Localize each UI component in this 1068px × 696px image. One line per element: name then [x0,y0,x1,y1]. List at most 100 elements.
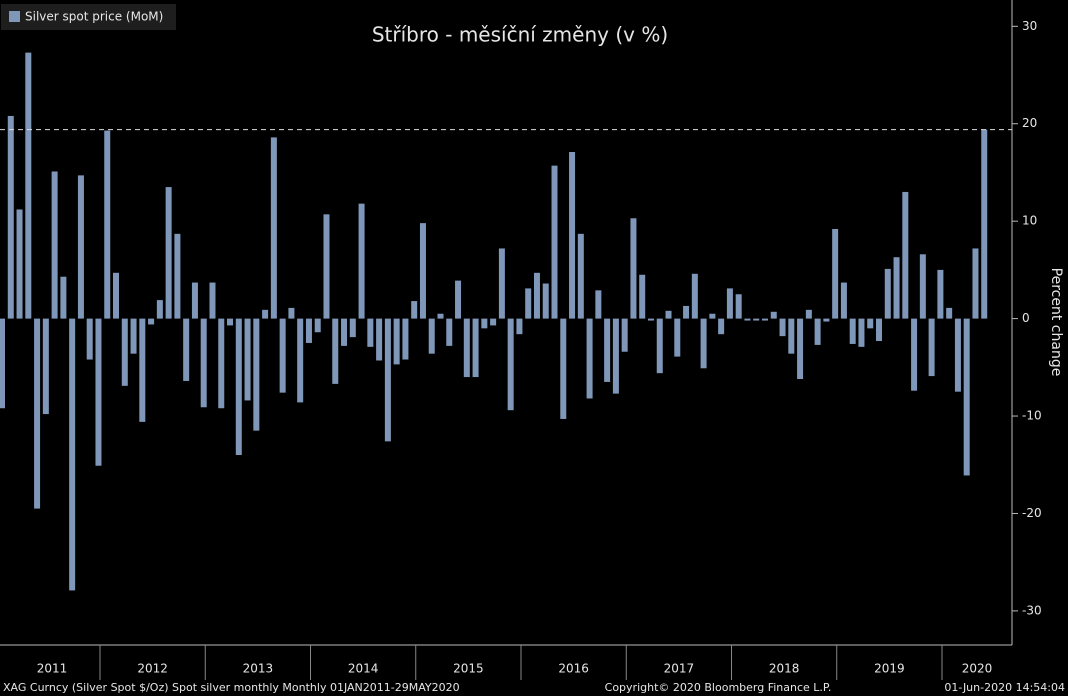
bar [235,318,242,456]
bar [683,305,690,319]
bar [893,257,900,319]
bar [463,318,470,378]
y-tick-label: 20 [1022,116,1037,130]
bar [674,318,681,357]
bar [411,301,418,319]
bar [376,318,383,361]
bar [937,269,944,319]
bar [498,248,505,319]
bar [139,318,146,422]
y-axis-label: Percent change [1048,268,1064,377]
bar [533,272,540,319]
bar [525,288,532,319]
bar [744,318,751,321]
bar [314,318,321,333]
x-tick-label: 2013 [243,662,274,676]
bar [551,165,558,319]
bar [16,209,23,319]
bar [455,280,462,319]
bar [428,318,435,354]
bar [121,318,128,386]
bar [472,318,479,378]
bar [595,290,602,319]
bar [393,318,400,365]
bar [840,282,847,319]
bar [805,309,812,319]
bar [709,313,716,319]
x-tick-label: 2014 [348,662,379,676]
bar [104,130,111,319]
bar [542,283,549,319]
bar [69,318,76,591]
footer-center: Copyright© 2020 Bloomberg Finance L.P. [605,681,832,694]
bar [305,318,312,343]
bar [279,318,286,393]
bar [77,175,84,319]
x-tick-label: 2019 [874,662,905,676]
bar [621,318,628,352]
bar [165,187,172,319]
bar [349,318,356,338]
bar [419,223,426,319]
bar [25,52,32,319]
bar [647,318,654,321]
bar [183,318,190,381]
bar [156,300,163,319]
bar [691,273,698,319]
bar [919,254,926,319]
bar [297,318,304,403]
bar [735,294,742,319]
bar [95,318,102,466]
bar [113,272,120,319]
legend-box [1,4,176,30]
x-tick-label: 2015 [453,662,484,676]
bar [928,318,935,377]
y-tick-label: 0 [1022,311,1030,325]
bar [253,318,260,431]
bar [0,318,5,409]
y-tick-label: 30 [1022,19,1037,33]
bar [402,318,409,360]
bar [358,203,365,319]
bar [227,318,234,326]
bar [490,318,497,326]
bar [560,318,567,419]
bar [481,318,488,329]
bar [612,318,619,394]
bar [946,307,953,319]
bar [516,318,523,335]
bar [770,311,777,319]
bar [630,218,637,319]
bar [902,191,909,319]
bar [200,318,207,408]
bar [60,276,67,319]
bar [209,282,216,319]
bar [7,115,14,319]
bar [51,171,58,319]
bar [446,318,453,346]
x-tick-label: 2017 [664,662,695,676]
bar [858,318,865,347]
bar [718,318,725,335]
bar [972,248,979,319]
bar [341,318,348,346]
bar [42,318,49,415]
bar [569,151,576,319]
bar [823,318,830,322]
bar [604,318,611,382]
bar [130,318,137,354]
bar [867,318,874,329]
legend-swatch [9,11,20,22]
y-tick-label: 10 [1022,214,1037,228]
x-tick-label: 2011 [37,662,68,676]
bar [507,318,514,411]
bar [761,318,768,321]
bar [86,318,93,360]
x-tick-label: 2018 [769,662,800,676]
bar [876,318,882,342]
bar [884,268,891,319]
bar [753,318,760,321]
bar [270,137,277,319]
bar [700,318,707,369]
